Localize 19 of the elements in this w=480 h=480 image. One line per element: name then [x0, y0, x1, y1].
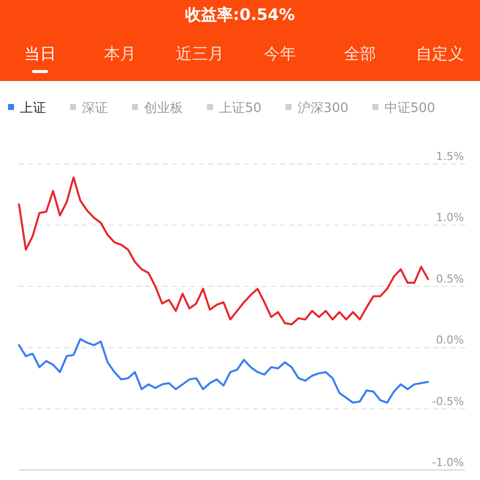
chart-title: 收益率:0.54% [185, 5, 295, 24]
legend-label: 沪深300 [298, 100, 348, 116]
y-tick-label: 1.0% [436, 211, 464, 224]
legend-label: 上证 [20, 101, 46, 116]
text: 当日 [24, 44, 56, 63]
text: 近三月 [176, 44, 224, 63]
text: 本月 [104, 44, 136, 63]
text: 全部 [344, 44, 376, 63]
y-tick-label: 1.5% [436, 150, 464, 163]
y-tick-label: -1.0% [432, 456, 464, 469]
legend-label: 创业板 [144, 101, 183, 116]
legend-label: 中证500 [384, 101, 436, 116]
y-tick-label: 0.5% [436, 272, 464, 286]
text: 今年 [264, 44, 296, 63]
y-tick-label: 0.0% [436, 334, 464, 347]
text: 自定义 [416, 44, 464, 63]
legend-label: 深证 [82, 101, 108, 116]
y-tick-label: -0.5% [432, 394, 464, 408]
legend-label: 上证50 [219, 101, 262, 116]
